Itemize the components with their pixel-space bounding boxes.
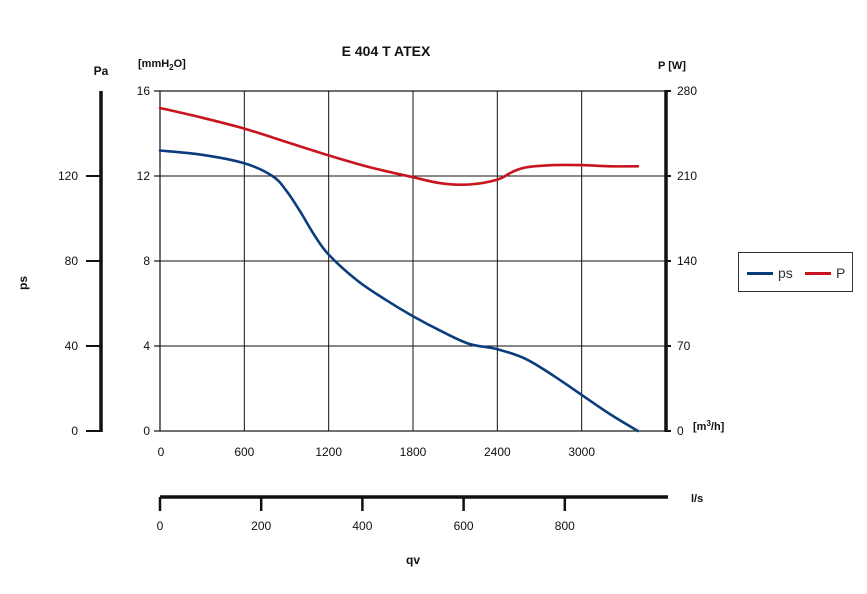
pa-tick-label-0: 0 xyxy=(71,424,78,438)
pa-tick-label-40: 40 xyxy=(65,339,79,353)
legend-label-p: P xyxy=(836,265,846,281)
right-axis-label: P [W] xyxy=(658,60,686,72)
x-tick-label-1800: 1800 xyxy=(400,445,427,459)
ls-tick-label-0: 0 xyxy=(157,519,164,533)
left-tick-label-12: 12 xyxy=(137,169,151,183)
x2-axis-unit-label: l/s xyxy=(691,493,703,505)
left-tick-label-0: 0 xyxy=(143,424,150,438)
plot-grid xyxy=(159,90,667,432)
ls-tick-label-800: 800 xyxy=(555,519,575,533)
left-tick-label-16: 16 xyxy=(137,84,151,98)
right-tick-label-140: 140 xyxy=(677,254,697,268)
pa-axis-unit-label: Pa xyxy=(94,64,109,78)
pa-tick-label-120: 120 xyxy=(58,169,78,183)
left-tick-label-8: 8 xyxy=(143,254,150,268)
x-tick-label-1200: 1200 xyxy=(315,445,342,459)
x-tick-label-600: 600 xyxy=(234,445,254,459)
chart-title: E 404 T ATEX xyxy=(342,43,431,59)
x-axis-unit-label: [m3/h] xyxy=(693,419,725,433)
right-tick-label-210: 210 xyxy=(677,169,697,183)
x-tick-label-3000: 3000 xyxy=(568,445,595,459)
ls-tick-label-200: 200 xyxy=(251,519,271,533)
x-tick-label-2400: 2400 xyxy=(484,445,511,459)
pa-axis-label: ps xyxy=(16,276,30,290)
ls-tick-label-600: 600 xyxy=(454,519,474,533)
right-tick-label-280: 280 xyxy=(677,84,697,98)
x-tick-label-0: 0 xyxy=(158,445,165,459)
legend-swatch-ps xyxy=(747,271,773,275)
left-axis-unit-label: [mmH2O] xyxy=(138,58,186,72)
x2-axis-label: qv xyxy=(406,553,420,567)
legend-item-ps: ps xyxy=(747,265,793,281)
series-line-ps xyxy=(158,149,640,433)
series-lines xyxy=(158,106,640,433)
axes xyxy=(86,90,671,511)
ls-tick-label-400: 400 xyxy=(352,519,372,533)
pa-tick-label-80: 80 xyxy=(65,254,79,268)
right-tick-label-70: 70 xyxy=(677,339,691,353)
left-tick-label-4: 4 xyxy=(143,339,150,353)
legend-swatch-p xyxy=(805,271,831,275)
series-line-p xyxy=(158,106,640,187)
tick-labels: 0 600 1200 1800 2400 300004812160701402102800… xyxy=(58,84,697,533)
right-tick-label-0: 0 xyxy=(677,424,684,438)
legend-item-p: P xyxy=(805,265,845,281)
legend: ps P xyxy=(738,252,853,292)
legend-label-ps: ps xyxy=(778,265,793,281)
